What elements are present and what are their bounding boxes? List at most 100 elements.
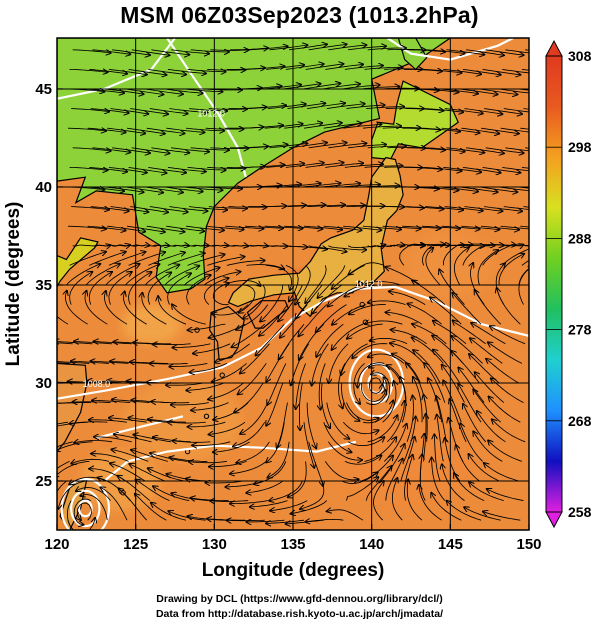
streamline	[352, 343, 388, 359]
streamline	[323, 225, 362, 230]
streamline	[382, 128, 421, 129]
streamline	[428, 378, 443, 423]
streamline	[280, 304, 308, 338]
streamline	[403, 69, 442, 71]
streamline	[190, 363, 228, 372]
contour-label: 1008.0	[83, 379, 111, 389]
temperature-patch	[121, 304, 182, 345]
streamline	[92, 49, 130, 55]
streamline	[130, 108, 168, 115]
streamline	[362, 401, 393, 424]
streamline	[364, 437, 397, 462]
streamline	[421, 226, 460, 228]
land-east-china	[57, 362, 88, 453]
streamline	[191, 402, 229, 411]
streamline	[135, 494, 167, 521]
streamline	[344, 66, 383, 70]
streamline	[452, 336, 483, 364]
streamline	[186, 382, 224, 390]
streamline	[363, 282, 401, 285]
y-tick-label: 40	[35, 179, 52, 196]
streamline	[300, 480, 325, 509]
streamline	[92, 245, 130, 246]
streamline	[319, 363, 326, 409]
streamline	[328, 441, 362, 460]
streamline	[400, 437, 415, 482]
streamline	[413, 350, 441, 384]
streamline	[484, 463, 519, 482]
streamline	[284, 226, 322, 229]
streamline	[130, 206, 168, 213]
streamline	[453, 320, 486, 345]
colorbar-max-arrow	[545, 39, 563, 57]
streamline	[289, 245, 327, 249]
streamline	[498, 254, 524, 285]
streamline	[268, 441, 290, 478]
streamline	[332, 265, 365, 289]
streamline	[131, 147, 170, 154]
streamline	[365, 466, 392, 501]
streamline	[483, 512, 521, 521]
streamline	[443, 166, 481, 172]
y-tick-label: 35	[35, 277, 52, 294]
streamline	[158, 296, 187, 325]
streamline	[207, 69, 245, 70]
streamline	[501, 248, 529, 266]
streamline	[260, 284, 284, 322]
streamline	[169, 362, 208, 366]
y-tick-label: 30	[35, 375, 52, 392]
streamline	[295, 265, 311, 304]
streamline	[282, 183, 321, 188]
streamline	[87, 127, 126, 132]
streamline	[250, 500, 288, 507]
streamline	[85, 291, 108, 325]
streamline	[424, 363, 446, 403]
streamline	[110, 206, 149, 212]
streamline	[380, 444, 405, 482]
streamline	[462, 166, 501, 172]
streamline	[105, 264, 140, 286]
streamline	[305, 64, 344, 70]
streamline	[399, 245, 425, 266]
streamline	[205, 128, 244, 129]
streamline	[285, 163, 324, 168]
streamline	[117, 476, 151, 501]
streamline	[469, 454, 500, 482]
colorbar-scale	[545, 55, 563, 513]
streamline	[89, 252, 125, 266]
streamline	[66, 264, 100, 286]
streamline	[520, 127, 529, 130]
streamline	[453, 247, 469, 286]
streamline	[128, 252, 166, 266]
streamline	[193, 343, 231, 354]
streamline	[382, 381, 396, 423]
streamline	[144, 265, 179, 286]
streamline	[166, 225, 204, 231]
streamline	[490, 326, 526, 345]
streamline	[475, 372, 505, 403]
streamline	[433, 350, 461, 384]
streamline	[412, 338, 444, 364]
low-isobar	[70, 489, 101, 528]
colorbar: 258 268 278 288 298 308	[545, 39, 592, 529]
streamline	[244, 125, 283, 128]
streamline	[124, 292, 147, 325]
streamline	[306, 402, 316, 449]
streamline	[505, 147, 529, 152]
streamline	[225, 226, 263, 229]
streamline	[407, 244, 445, 246]
streamline	[266, 264, 291, 290]
streamline	[185, 225, 224, 230]
streamline	[207, 167, 245, 168]
streamline	[57, 315, 69, 325]
streamline	[440, 186, 478, 192]
streamline	[406, 396, 413, 442]
x-tick-label: 135	[280, 536, 305, 553]
streamline	[305, 519, 344, 521]
streamline	[90, 108, 129, 113]
streamline	[499, 88, 529, 94]
streamline	[282, 84, 321, 90]
streamline	[368, 301, 406, 305]
streamline	[316, 304, 347, 333]
streamline	[471, 323, 506, 345]
